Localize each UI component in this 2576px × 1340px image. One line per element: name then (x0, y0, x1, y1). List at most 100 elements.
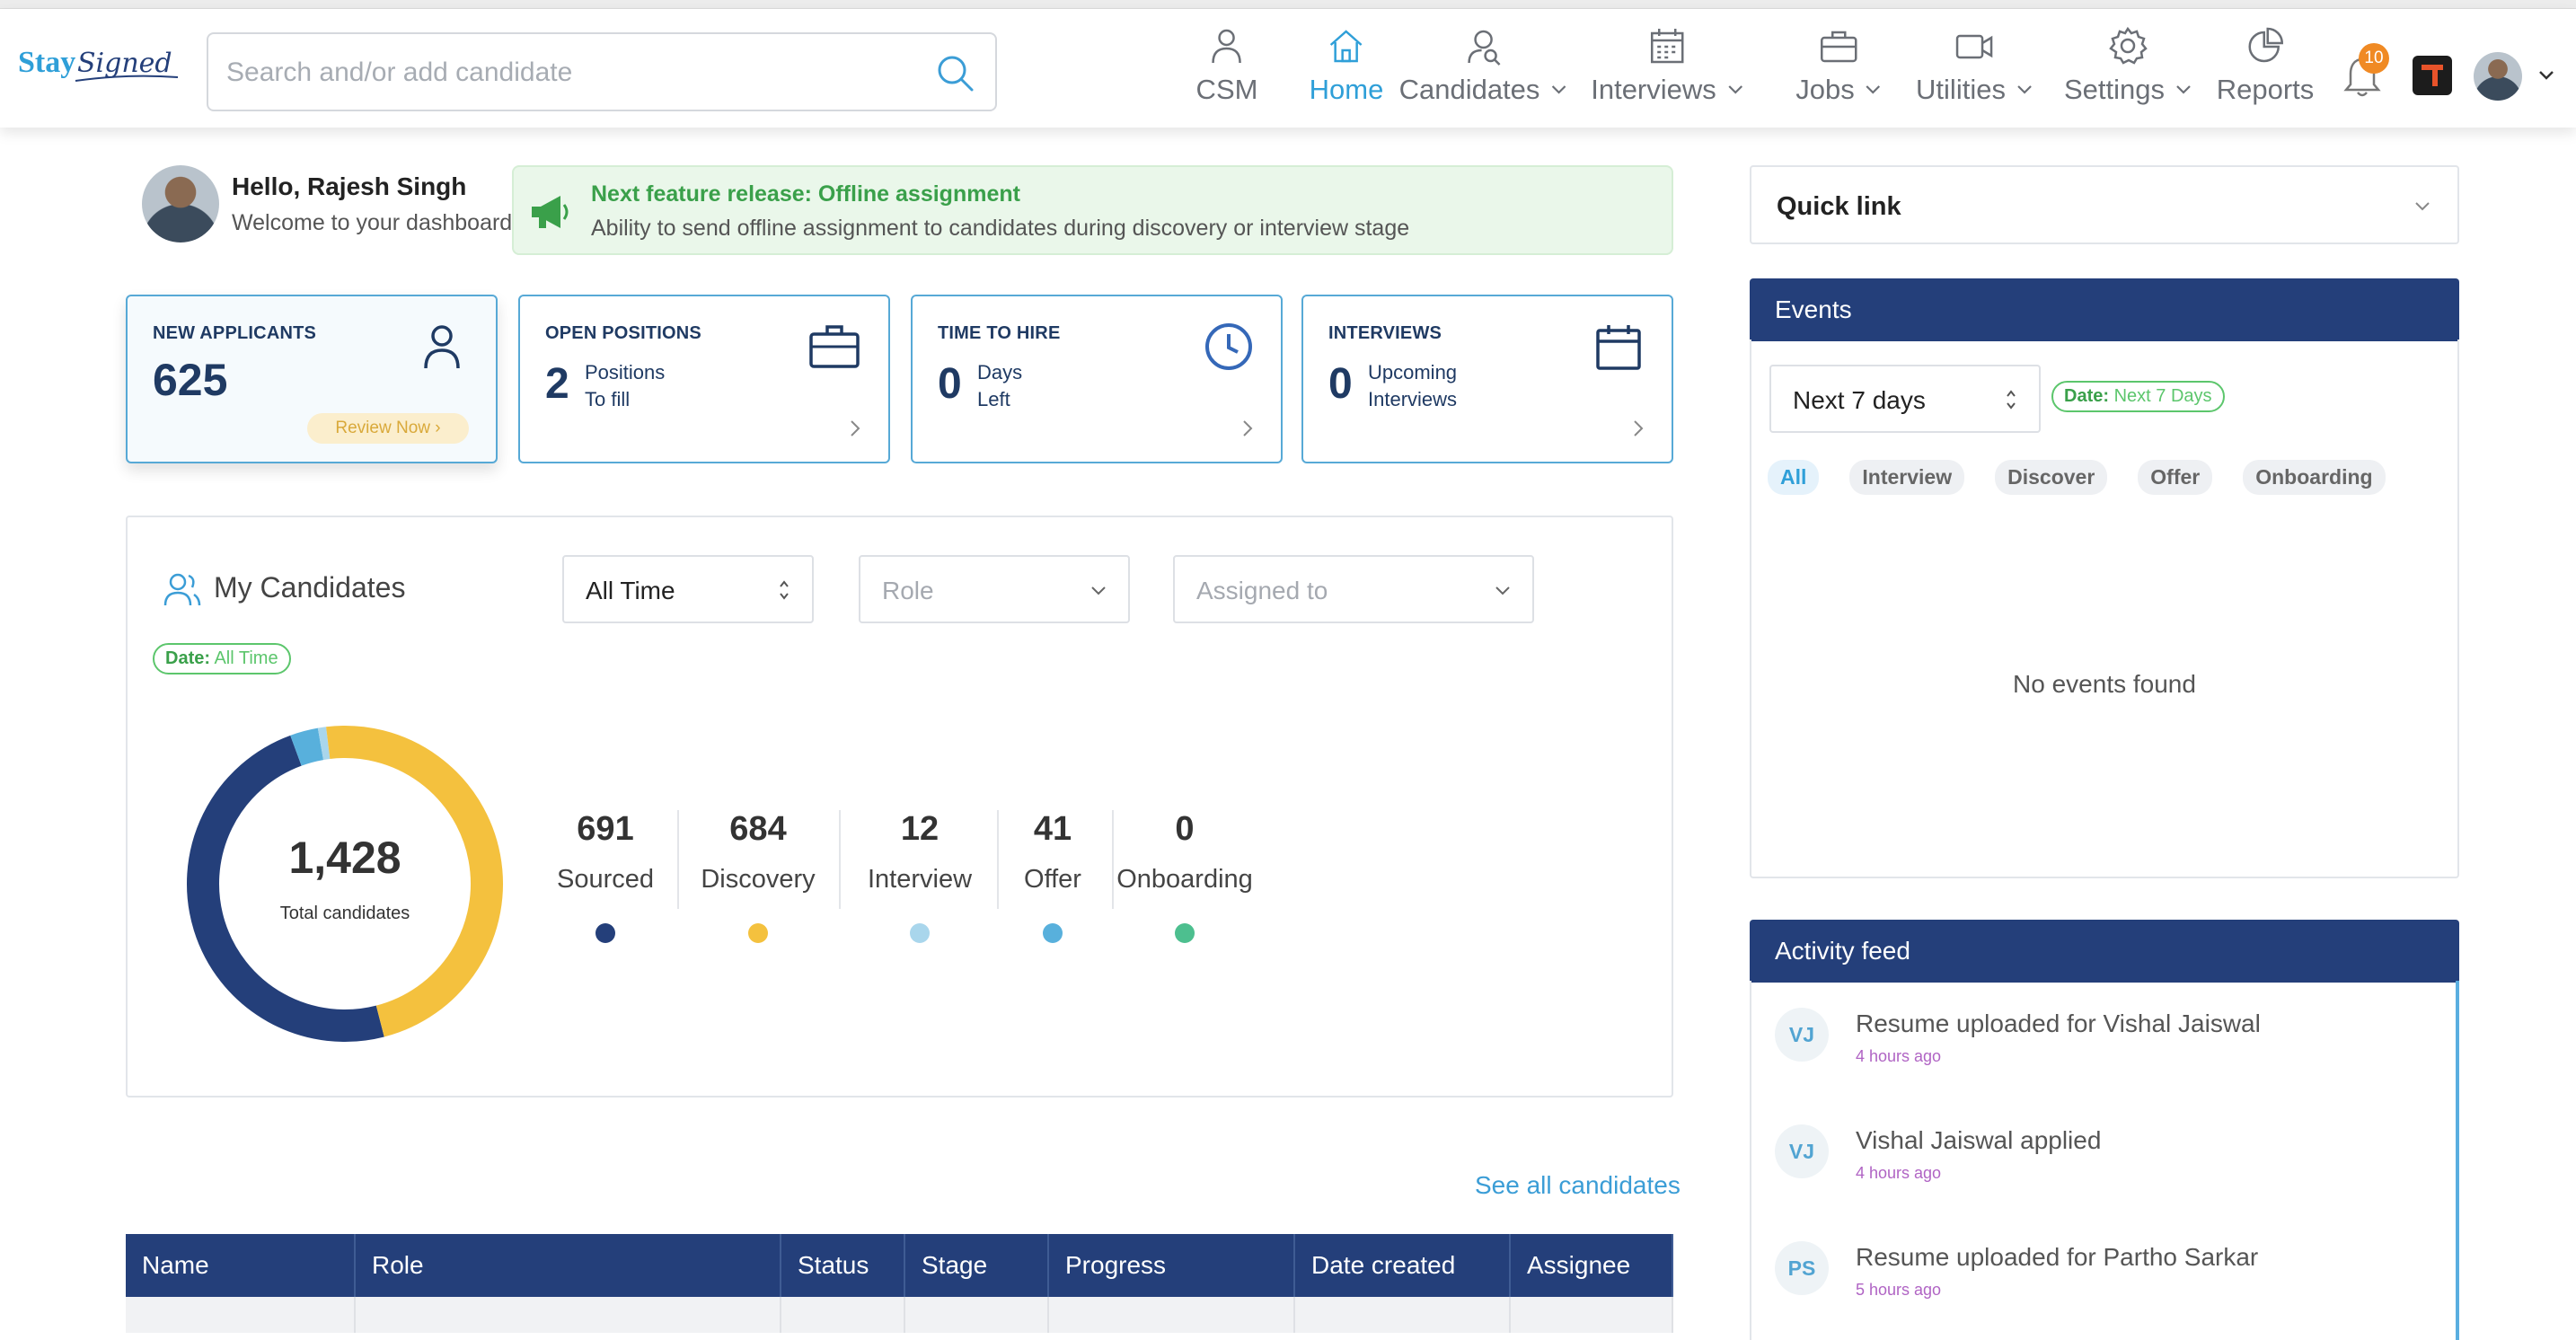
nav-jobs[interactable]: Jobs (1795, 25, 1881, 124)
quick-link-dropdown[interactable]: Quick link (1750, 165, 2459, 244)
nav-label-text: Home (1309, 74, 1384, 105)
role-filter-select[interactable]: Role (859, 555, 1130, 623)
up-down-icon (780, 580, 789, 600)
stage-discovery[interactable]: 684 Discovery (682, 810, 834, 943)
column-header[interactable]: Status (781, 1234, 905, 1297)
svg-text:Signed: Signed (77, 48, 172, 79)
column-header[interactable]: Name (126, 1234, 356, 1297)
table-row[interactable] (126, 1297, 1673, 1333)
activity-item[interactable]: VJ Resume uploaded for Vishal Jaiswal 4 ho… (1775, 1008, 2404, 1106)
new-applicants-card[interactable]: NEW APPLICANTS 625 Review Now › (126, 295, 498, 463)
nav-label-text: Utilities (1916, 74, 2006, 105)
stat-value: 2 (545, 360, 569, 408)
chevron-down-icon (1727, 85, 1742, 94)
chevron-down-icon (2415, 202, 2430, 211)
search-input[interactable] (226, 50, 927, 95)
chevron-down-icon (2176, 85, 2191, 94)
activity-item[interactable]: PS Resume uploaded for Partho Sarkar 5 hou… (1775, 1241, 2404, 1340)
stat-title: INTERVIEWS (1328, 323, 1442, 343)
tab-interview[interactable]: Interview (1849, 460, 1965, 495)
profile-avatar (142, 165, 219, 242)
time-filter-value: All Time (586, 577, 675, 604)
megaphone-icon (532, 196, 569, 228)
stat-title: TIME TO HIRE (938, 323, 1061, 343)
table-cell (126, 1297, 356, 1333)
nav-label-text: Reports (2216, 74, 2315, 105)
nav-home[interactable]: Home (1310, 25, 1384, 124)
activity-item[interactable]: VJ Vishal Jaiswal applied 4 hours ago (1775, 1124, 2404, 1223)
tab-discover[interactable]: Discover (1995, 460, 2108, 495)
my-candidates-panel: My Candidates All Time Role Assigned to … (126, 516, 1673, 1098)
app-switcher-logo-icon[interactable] (2413, 56, 2452, 95)
date-filter-pill: Date: All Time (153, 643, 291, 674)
events-range-select[interactable]: Next 7 days (1769, 365, 2041, 433)
events-date-pill: Date: Next 7 Days (2051, 381, 2225, 412)
staysigned-logo[interactable]: Stay Signed (18, 34, 180, 97)
activity-time: 4 hours ago (1856, 1047, 1942, 1065)
stat-value: 0 (1328, 360, 1353, 408)
chevron-down-icon (2017, 85, 2032, 94)
candidates-donut-chart (187, 726, 503, 1042)
open-positions-card[interactable]: OPEN POSITIONS 2 Positions To fill (518, 295, 890, 463)
review-now-button[interactable]: Review Now › (307, 413, 469, 444)
stage-legend-dot (1043, 923, 1063, 943)
stage-sourced[interactable]: 691 Sourced (529, 810, 682, 943)
time-filter-select[interactable]: All Time (562, 555, 814, 623)
tab-offer[interactable]: Offer (2138, 460, 2213, 495)
nav-reports[interactable]: Reports (2216, 25, 2315, 124)
nav-interviews[interactable]: Interviews (1591, 25, 1743, 124)
nav-csm[interactable]: CSM (1196, 25, 1258, 124)
candidate-search (207, 32, 997, 111)
pie-chart-icon (2248, 27, 2284, 63)
assigned-to-placeholder: Assigned to (1196, 577, 1328, 604)
stage-label: Interview (867, 865, 973, 894)
stage-legend-dot (910, 923, 930, 943)
stage-count: 41 (1033, 810, 1072, 848)
tab-onboarding[interactable]: Onboarding (2243, 460, 2386, 495)
home-icon (1330, 30, 1363, 63)
column-header[interactable]: Assignee (1511, 1234, 1673, 1297)
nav-label: Home (1310, 74, 1384, 106)
assigned-to-filter-select[interactable]: Assigned to (1173, 555, 1534, 623)
activity-feed-header: Activity feed (1750, 920, 2459, 983)
chevron-right-icon[interactable] (849, 419, 861, 438)
user-icon (1212, 29, 1242, 64)
nav-label-text: Interviews (1591, 74, 1716, 105)
nav-utilities[interactable]: Utilities (1916, 25, 2033, 124)
chevron-down-icon (1091, 586, 1106, 595)
table-cell (1511, 1297, 1673, 1333)
see-all-candidates-link[interactable]: See all candidates (1475, 1171, 1681, 1199)
stat-title: OPEN POSITIONS (545, 323, 701, 343)
stat-sub-line2: To fill (585, 388, 631, 410)
time-to-hire-card[interactable]: TIME TO HIRE 0 Days Left (911, 295, 1283, 463)
date-pill-value: Next 7 Days (2113, 386, 2212, 406)
column-header[interactable]: Date created (1295, 1234, 1511, 1297)
column-header[interactable]: Stage (905, 1234, 1049, 1297)
stage-interview[interactable]: 12 Interview (843, 810, 996, 943)
chevron-down-icon (1866, 85, 1881, 94)
candidates-icon (1468, 30, 1501, 66)
stage-divider (997, 810, 999, 909)
tab-all[interactable]: All (1768, 460, 1820, 495)
table-cell (356, 1297, 781, 1333)
column-header[interactable]: Role (356, 1234, 781, 1297)
stage-offer[interactable]: 41 Offer (976, 810, 1129, 943)
stage-legend-dot (1175, 923, 1195, 943)
user-avatar[interactable] (2474, 52, 2522, 101)
chevron-right-icon[interactable] (1632, 419, 1645, 438)
nav-candidates[interactable]: Candidates (1399, 25, 1567, 124)
stage-legend-dot (748, 923, 768, 943)
column-header[interactable]: Progress (1049, 1234, 1295, 1297)
stat-sub-line1: Upcoming (1368, 361, 1458, 383)
stage-onboarding[interactable]: 0 Onboarding (1108, 810, 1261, 943)
up-down-icon (2007, 390, 2016, 410)
review-now-label: Review Now (335, 419, 430, 437)
interviews-card[interactable]: INTERVIEWS 0 Upcoming Interviews (1301, 295, 1673, 463)
chevron-right-icon[interactable] (1241, 419, 1254, 438)
events-range-value: Next 7 days (1793, 386, 1926, 414)
search-icon[interactable] (934, 52, 977, 95)
nav-label: CSM (1196, 74, 1258, 106)
chevron-down-icon[interactable] (2538, 70, 2554, 81)
stage-count: 0 (1175, 810, 1195, 848)
nav-settings[interactable]: Settings (2064, 25, 2192, 124)
